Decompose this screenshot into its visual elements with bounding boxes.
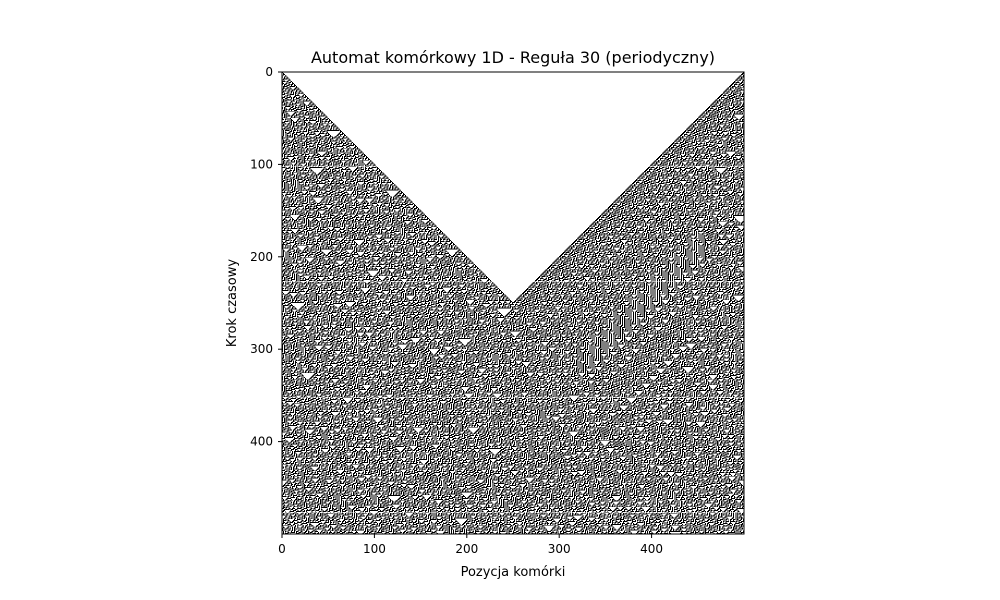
y-tick-label: 400	[250, 435, 273, 449]
y-axis: 0 100 200 300 400	[250, 65, 282, 449]
y-tick-label: 100	[250, 157, 273, 171]
chart-title: Automat komórkowy 1D - Reguła 30 (period…	[311, 48, 715, 67]
x-tick-label: 0	[278, 542, 286, 556]
y-tick-label: 200	[250, 250, 273, 264]
x-tick-label: 100	[363, 542, 386, 556]
live-cells	[282, 72, 744, 535]
y-tick-label: 0	[265, 65, 273, 79]
plot-frame	[281, 71, 745, 535]
x-tick-label: 400	[640, 542, 663, 556]
y-axis-label: Krok czasowy	[225, 259, 240, 347]
plot-area	[281, 71, 745, 535]
y-tick-label: 300	[250, 342, 273, 356]
x-tick-label: 200	[455, 542, 478, 556]
x-tick-label: 300	[548, 542, 571, 556]
x-axis-label: Pozycja komórki	[461, 565, 566, 580]
cellular-automaton-cells	[282, 72, 744, 535]
x-axis: 0 100 200 300 400	[278, 534, 663, 556]
